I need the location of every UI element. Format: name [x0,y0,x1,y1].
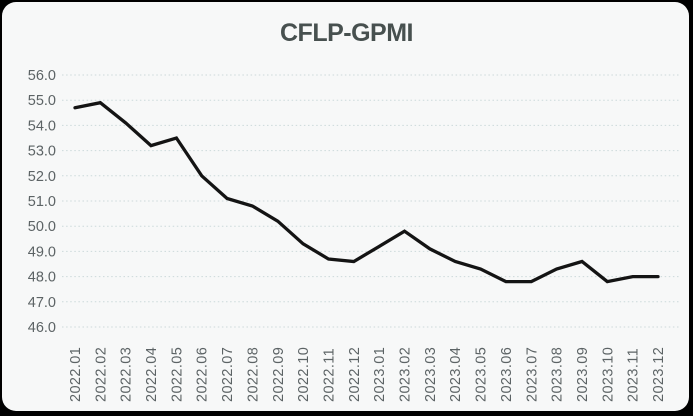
y-tick-label: 55.0 [28,93,56,109]
y-tick-label: 52.0 [28,169,56,185]
x-tick-label: 2023.03 [423,347,439,402]
y-tick-label: 56.0 [28,68,56,84]
x-tick-label: 2022.06 [195,347,211,402]
y-tick-label: 49.0 [28,244,56,260]
x-tick-label: 2022.07 [220,347,236,402]
x-tick-label: 2022.04 [144,347,160,402]
x-tick-label: 2023.05 [474,347,490,402]
x-tick-label: 2022.08 [245,347,261,402]
x-tick-label: 2022.11 [321,348,337,402]
x-tick-label: 2023.07 [524,347,540,402]
x-tick-label: 2023.11 [626,348,642,402]
y-tick-label: 47.0 [28,295,56,311]
x-tick-label: 2022.09 [271,347,287,402]
x-tick-label: 2023.09 [575,347,591,402]
x-tick-label: 2022.01 [68,347,84,402]
x-tick-label: 2023.06 [499,347,515,402]
chart-title: CFLP-GPMI [280,19,414,47]
x-tick-label: 2022.10 [296,347,312,402]
gpmi-series-line [73,100,660,284]
x-tick-label: 2023.04 [448,347,464,402]
x-tick-label: 2022.03 [119,347,135,402]
x-tick-label: 2023.12 [651,347,667,402]
x-tick-label: 2023.02 [398,347,414,402]
x-tick-label: 2023.10 [600,347,616,402]
x-tick-label: 2022.02 [93,347,109,402]
x-tick-label: 2023.01 [372,347,388,402]
y-tick-label: 51.0 [28,194,56,210]
x-tick-label: 2022.05 [169,347,185,402]
y-tick-label: 48.0 [28,270,56,286]
y-tick-label: 53.0 [28,144,56,160]
y-tick-label: 50.0 [28,219,56,235]
y-tick-label: 46.0 [28,320,56,336]
x-tick-label: 2023.08 [550,347,566,402]
y-tick-label: 54.0 [28,118,56,134]
x-tick-label: 2022.12 [347,347,363,402]
chart-card [2,2,689,411]
